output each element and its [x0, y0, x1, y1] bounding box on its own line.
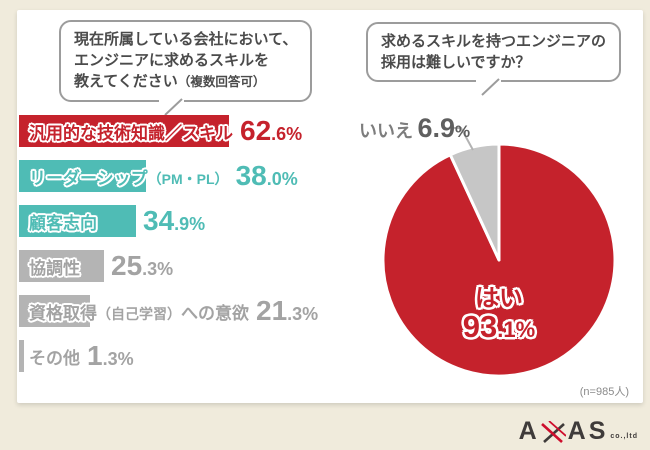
logo-x-icon: [540, 420, 566, 443]
pie-label-yes: はい 93.1%: [462, 285, 536, 345]
bubble-tail-icon: [158, 98, 184, 116]
bar-label: 汎用的な技術知識／スキル: [29, 123, 233, 143]
left-question-bubble: 現在所属している会社において、 エンジニアに求めるスキルを 教えてください（複数…: [59, 20, 313, 116]
bar-value: 38.0%: [235, 160, 298, 191]
sample-size-note: (n=985人): [579, 386, 629, 398]
bar-fill: [19, 115, 229, 147]
infographic-card: 現在所属している会社において、 エンジニアに求めるスキルを 教えてください（複数…: [17, 10, 643, 403]
bar-fill: [19, 160, 146, 192]
bar-label: その他: [29, 348, 80, 368]
bar-chart: 汎用的な技術知識／スキル 62.6% リーダーシップ（PM・PL） 38.0% …: [19, 115, 359, 385]
bar-value: 25.3%: [111, 250, 174, 281]
bar-value: 62.6%: [240, 115, 303, 146]
bar-row-customer-focus: 顧客志向 34.9%: [19, 205, 359, 237]
pie-leader-line: [453, 127, 474, 151]
logo-suffix: co.,ltd: [610, 433, 638, 440]
bar-value: 21.3%: [256, 295, 319, 326]
bar-label: 協調性: [29, 258, 80, 278]
bar-fill: [19, 250, 104, 282]
right-question-line2: 採用は難しいですか？: [381, 54, 531, 71]
pie-slice-no: [448, 142, 501, 262]
logo-letters-as: AS: [567, 417, 609, 445]
left-question-line1: 現在所属している会社において、: [74, 31, 298, 48]
bar-row-other: その他 1.3%: [19, 340, 359, 372]
left-question-line3: 教えてください（複数回答可）: [74, 73, 266, 90]
bar-row-general-skills: 汎用的な技術知識／スキル 62.6%: [19, 115, 359, 147]
pie-chart: [381, 127, 617, 378]
right-question-bubble: 求めるスキルを持つエンジニアの 採用は難しいですか？: [366, 22, 622, 96]
bar-value: 34.9%: [143, 205, 206, 236]
bar-fill: [19, 295, 90, 327]
bar-row-leadership: リーダーシップ（PM・PL） 38.0%: [19, 160, 359, 192]
bar-label: 顧客志向: [29, 213, 97, 233]
bar-fill: [19, 205, 136, 237]
pie-label-no: いいえ 6.9%: [359, 113, 471, 143]
axas-logo: A AS co.,ltd: [519, 419, 638, 444]
bar-label: 資格取得（自己学習）への意欲: [29, 303, 249, 323]
bar-row-certification-motivation: 資格取得（自己学習）への意欲 21.3%: [19, 295, 359, 327]
bubble-tail-icon: [476, 78, 502, 96]
left-question-line2: エンジニアに求めるスキルを: [74, 52, 270, 69]
multi-answer-note: （複数回答可）: [177, 75, 266, 89]
logo-letter-a1: A: [518, 417, 540, 445]
right-question-line1: 求めるスキルを持つエンジニアの: [381, 33, 607, 50]
bar-fill: [19, 340, 24, 372]
bar-row-cooperativeness: 協調性 25.3%: [19, 250, 359, 282]
bar-value: 1.3%: [87, 340, 134, 371]
bar-label: リーダーシップ（PM・PL）: [29, 168, 229, 188]
